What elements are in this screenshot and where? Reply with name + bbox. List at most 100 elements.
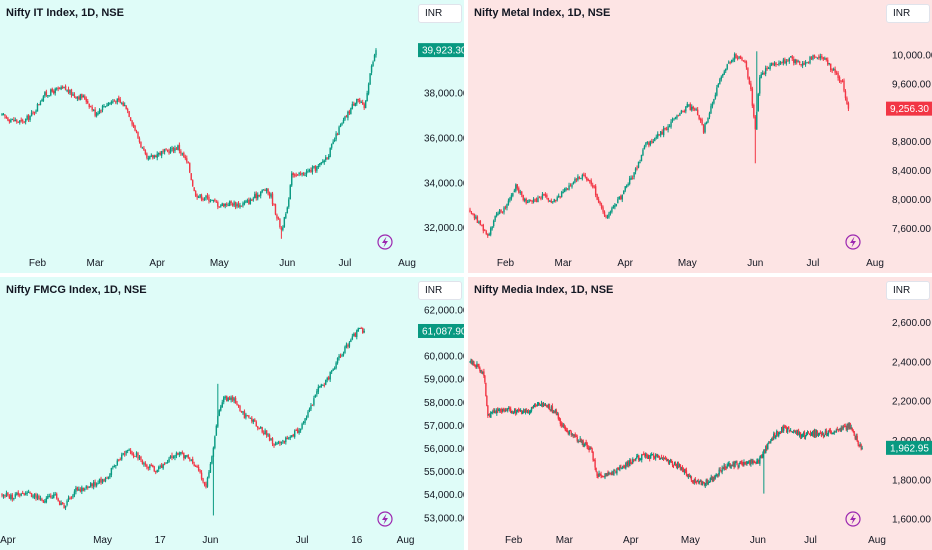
candle-body xyxy=(310,406,311,410)
candle-body xyxy=(34,494,35,497)
candle-body xyxy=(223,397,224,402)
candle-body xyxy=(588,179,589,181)
candle-body xyxy=(775,436,776,439)
candle-body xyxy=(789,58,790,61)
candle-body xyxy=(236,404,237,406)
candle-body xyxy=(494,216,495,221)
candle-body xyxy=(130,450,131,453)
candle-body xyxy=(738,464,739,467)
candle-body xyxy=(727,465,728,467)
candle-body xyxy=(570,430,571,431)
candle-body xyxy=(136,453,137,456)
y-tick-label: 54,000.00 xyxy=(424,490,464,501)
candle-body xyxy=(227,205,228,206)
x-tick-label: Feb xyxy=(29,258,47,269)
candle-body xyxy=(145,463,146,464)
candle-body xyxy=(815,57,816,58)
candle-body xyxy=(332,369,333,371)
candle-body xyxy=(245,414,246,417)
candle-body xyxy=(818,57,819,58)
candle-body xyxy=(796,60,797,63)
candle-body xyxy=(264,190,265,191)
currency-selector[interactable]: INR xyxy=(418,281,462,300)
candle-body xyxy=(682,111,683,112)
candle-body xyxy=(533,406,534,408)
candle-body xyxy=(762,454,763,458)
candle-body xyxy=(610,212,611,214)
candle-body xyxy=(222,402,223,407)
candle-body xyxy=(549,404,550,410)
candle-body xyxy=(142,461,143,464)
candle-body xyxy=(644,146,645,149)
candle-body xyxy=(783,60,784,63)
candle-body xyxy=(651,141,652,142)
currency-selector[interactable]: INR xyxy=(418,4,462,23)
candle-body xyxy=(787,61,788,62)
candle-body xyxy=(669,126,670,127)
candle-body xyxy=(74,492,75,496)
candle-body xyxy=(486,231,487,234)
candle-body xyxy=(278,218,279,219)
candle-body xyxy=(186,456,187,457)
candle-body xyxy=(573,182,574,184)
candle-body xyxy=(833,69,834,70)
candle-body xyxy=(332,142,333,144)
candle-body xyxy=(805,436,806,437)
candle-body xyxy=(721,77,722,80)
candle-body xyxy=(78,97,79,100)
candle-body xyxy=(856,436,857,442)
candle-body xyxy=(814,55,815,57)
candle-body xyxy=(232,204,233,206)
candle-body xyxy=(826,58,827,60)
chart-nifty-fmcg: 53,000.0054,000.0055,000.0056,000.0057,0… xyxy=(0,277,464,550)
candle-body xyxy=(334,140,335,141)
candle-body xyxy=(57,88,58,89)
candle-body xyxy=(182,452,183,453)
candle-body xyxy=(514,191,515,193)
candle-body xyxy=(281,442,282,443)
currency-selector[interactable]: INR xyxy=(886,4,930,23)
candle-body xyxy=(282,440,283,441)
candle-body xyxy=(366,93,367,101)
candle-body xyxy=(89,104,90,107)
candle-body xyxy=(315,395,316,398)
candle-body xyxy=(49,95,50,96)
candle-body xyxy=(359,328,360,329)
candle-body xyxy=(474,214,475,218)
x-tick-label: Apr xyxy=(0,535,16,546)
candle-body xyxy=(114,101,115,102)
candle-body xyxy=(278,442,279,443)
candle-body xyxy=(281,228,282,230)
candle-body xyxy=(159,153,160,155)
candle-body xyxy=(769,65,770,69)
candle-body xyxy=(201,195,202,199)
candle-body xyxy=(765,68,766,74)
candle-body xyxy=(90,106,91,107)
candle-body xyxy=(362,328,363,333)
candle-body xyxy=(7,118,8,121)
candle-body xyxy=(10,495,11,499)
candle-body xyxy=(346,345,347,348)
candle-body xyxy=(759,457,760,463)
candle-body xyxy=(684,111,685,112)
candle-body xyxy=(207,478,208,487)
candle-body xyxy=(66,90,67,91)
candle-body xyxy=(59,88,60,89)
candle-body xyxy=(28,492,29,493)
candle-body xyxy=(170,149,171,153)
candle-body xyxy=(188,455,189,458)
candle-body xyxy=(93,482,94,487)
candle-body xyxy=(678,115,679,116)
y-tick-label: 8,800.00 xyxy=(892,137,931,148)
candle-body xyxy=(279,219,280,227)
candle-body xyxy=(636,168,637,169)
candle-body xyxy=(353,334,354,336)
candle-body xyxy=(60,87,61,89)
candle-body xyxy=(233,398,234,400)
candle-body xyxy=(145,150,146,154)
candle-body xyxy=(309,170,310,171)
candle-body xyxy=(151,465,152,466)
currency-selector[interactable]: INR xyxy=(886,281,930,300)
candle-body xyxy=(375,50,376,55)
candle-body xyxy=(567,189,568,190)
